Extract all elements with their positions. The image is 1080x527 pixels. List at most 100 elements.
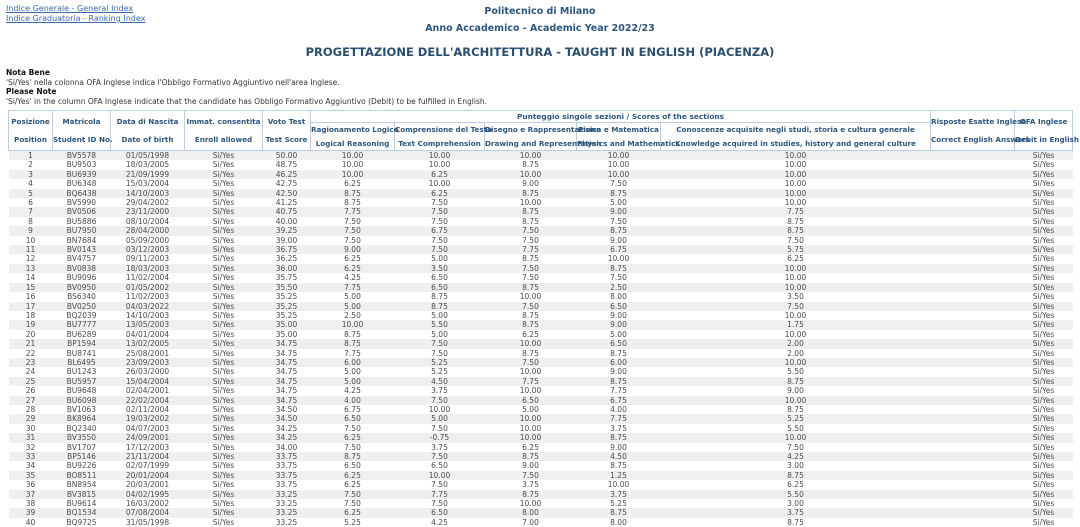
general-index-link[interactable]: Indice Generale - General Index: [6, 4, 145, 14]
cell-position: 31: [9, 433, 53, 442]
cell-ofa_english: Si/Yes: [1015, 273, 1073, 282]
cell-student_id: BS6340: [53, 292, 111, 301]
cell-test_score: 33.75: [263, 480, 311, 489]
cell-text_comprehension: 5.00: [395, 311, 485, 320]
cell-correct_english_answers: [931, 273, 1015, 282]
cell-student_id: BP5146: [53, 452, 111, 461]
cell-enroll_allowed: Si/Yes: [185, 283, 263, 292]
cell-drawing_representation: 6.50: [485, 396, 577, 405]
cell-text_comprehension: 5.25: [395, 358, 485, 367]
cell-correct_english_answers: [931, 490, 1015, 499]
cell-text_comprehension: 5.00: [395, 254, 485, 263]
cell-physics_mathematics: 1.25: [577, 471, 661, 480]
cell-text_comprehension: 7.50: [395, 339, 485, 348]
cell-date_of_birth: 20/03/2001: [111, 480, 185, 489]
col-header-data-nascita: Data di Nascita Date of birth: [111, 111, 185, 151]
cell-position: 3: [9, 170, 53, 179]
cell-ofa_english: Si/Yes: [1015, 302, 1073, 311]
cell-date_of_birth: 02/07/1999: [111, 461, 185, 470]
cell-drawing_representation: 7.50: [485, 226, 577, 235]
cell-ofa_english: Si/Yes: [1015, 160, 1073, 169]
cell-ofa_english: Si/Yes: [1015, 349, 1073, 358]
cell-logical_reasoning: 10.00: [311, 170, 395, 179]
cell-enroll_allowed: Si/Yes: [185, 508, 263, 517]
cell-text_comprehension: 6.25: [395, 170, 485, 179]
cell-text_comprehension: 7.50: [395, 236, 485, 245]
cell-enroll_allowed: Si/Yes: [185, 320, 263, 329]
cell-position: 37: [9, 490, 53, 499]
cell-knowledge_general_culture: 5.50: [661, 490, 931, 499]
cell-logical_reasoning: 6.00: [311, 358, 395, 367]
cell-date_of_birth: 03/12/2003: [111, 245, 185, 254]
cell-ofa_english: Si/Yes: [1015, 245, 1073, 254]
cell-drawing_representation: 8.75: [485, 254, 577, 263]
cell-physics_mathematics: 5.00: [577, 198, 661, 207]
cell-position: 35: [9, 471, 53, 480]
cell-logical_reasoning: 6.75: [311, 405, 395, 414]
cell-date_of_birth: 23/09/2003: [111, 358, 185, 367]
ranking-table: Posizione Position Matricola Student ID …: [8, 110, 1073, 527]
cell-test_score: 33.75: [263, 461, 311, 470]
cell-position: 10: [9, 236, 53, 245]
cell-date_of_birth: 14/10/2003: [111, 189, 185, 198]
cell-physics_mathematics: 8.75: [577, 264, 661, 273]
cell-position: 14: [9, 273, 53, 282]
cell-drawing_representation: 6.25: [485, 330, 577, 339]
cell-physics_mathematics: 6.50: [577, 339, 661, 348]
cell-date_of_birth: 09/11/2003: [111, 254, 185, 263]
cell-test_score: 34.50: [263, 405, 311, 414]
cell-ofa_english: Si/Yes: [1015, 367, 1073, 376]
cell-ofa_english: Si/Yes: [1015, 226, 1073, 235]
cell-correct_english_answers: [931, 226, 1015, 235]
notes-block: Nota Bene 'Si/Yes' nella colonna OFA Ing…: [6, 68, 1080, 106]
cell-test_score: 35.75: [263, 273, 311, 282]
cell-ofa_english: Si/Yes: [1015, 189, 1073, 198]
col-label-en: Enroll allowed: [185, 135, 262, 144]
col-label-it: Fisica e Matematica: [577, 125, 660, 134]
cell-enroll_allowed: Si/Yes: [185, 414, 263, 423]
cell-enroll_allowed: Si/Yes: [185, 396, 263, 405]
cell-position: 5: [9, 189, 53, 198]
cell-test_score: 34.75: [263, 377, 311, 386]
cell-position: 7: [9, 207, 53, 216]
cell-position: 23: [9, 358, 53, 367]
nota-bene-label: Nota Bene: [6, 68, 1080, 78]
cell-test_score: 39.25: [263, 226, 311, 235]
col-header-immat: Immat. consentita Enroll allowed: [185, 111, 263, 151]
cell-logical_reasoning: 6.50: [311, 414, 395, 423]
cell-drawing_representation: 10.00: [485, 367, 577, 376]
cell-date_of_birth: 17/12/2003: [111, 443, 185, 452]
cell-enroll_allowed: Si/Yes: [185, 264, 263, 273]
cell-enroll_allowed: Si/Yes: [185, 207, 263, 216]
cell-logical_reasoning: 6.25: [311, 480, 395, 489]
cell-knowledge_general_culture: 3.50: [661, 292, 931, 301]
cell-physics_mathematics: 6.75: [577, 245, 661, 254]
cell-position: 8: [9, 217, 53, 226]
ranking-index-link[interactable]: Indice Graduatoria - Ranking Index: [6, 14, 145, 24]
cell-position: 26: [9, 386, 53, 395]
cell-correct_english_answers: [931, 189, 1015, 198]
nota-bene-text: 'Si/Yes' nella colonna OFA Inglese indic…: [6, 78, 1080, 88]
cell-ofa_english: Si/Yes: [1015, 452, 1073, 461]
cell-enroll_allowed: Si/Yes: [185, 461, 263, 470]
cell-student_id: BV5578: [53, 151, 111, 161]
cell-drawing_representation: 7.50: [485, 236, 577, 245]
cell-enroll_allowed: Si/Yes: [185, 433, 263, 442]
cell-enroll_allowed: Si/Yes: [185, 480, 263, 489]
cell-text_comprehension: 3.75: [395, 386, 485, 395]
cell-student_id: BV0250: [53, 302, 111, 311]
cell-knowledge_general_culture: 8.75: [661, 518, 931, 527]
cell-text_comprehension: 6.50: [395, 461, 485, 470]
cell-physics_mathematics: 8.75: [577, 226, 661, 235]
cell-text_comprehension: 6.50: [395, 508, 485, 517]
cell-enroll_allowed: Si/Yes: [185, 386, 263, 395]
cell-text_comprehension: 7.50: [395, 198, 485, 207]
cell-test_score: 42.50: [263, 189, 311, 198]
